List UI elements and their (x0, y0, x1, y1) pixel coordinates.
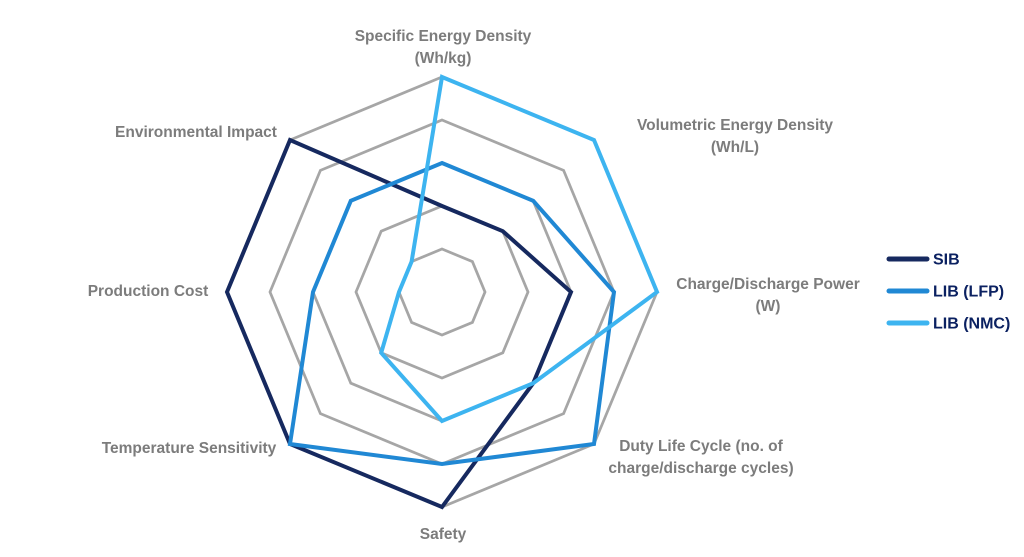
axis-label-1: Volumetric Energy Density (Wh/L) (637, 117, 833, 156)
series-line-lib-lfp (287, 160, 617, 467)
series-line-sib (224, 137, 574, 510)
axis-label-2: Charge/Discharge Power (W) (676, 276, 859, 315)
legend-label: SIB (933, 252, 960, 269)
axis-label-6: Production Cost (88, 283, 209, 300)
legend-label: LIB (NMC) (933, 316, 1010, 333)
axis-label-4: Safety (420, 526, 467, 543)
legend-entry-lib-lfp: LIB (LFP) (886, 284, 1004, 301)
axis-label-5: Temperature Sensitivity (102, 440, 277, 457)
grid-ring-4 (268, 118, 616, 466)
axis-labels: Specific Energy Density (Wh/kg) Volumetric… (88, 28, 860, 543)
legend-label: LIB (LFP) (933, 284, 1004, 301)
legend-entry-sib: SIB (886, 252, 960, 269)
axis-label-0: Specific Energy Density (Wh/kg) (355, 28, 532, 67)
axis-label-7: Environmental Impact (115, 124, 277, 141)
series-line-lib-nmc (378, 74, 660, 424)
legend-entry-lib-nmc: LIB (NMC) (886, 316, 1010, 333)
legend: SIB LIB (LFP) LIB (NMC) (886, 252, 1010, 333)
axis-label-3: Duty Life Cycle (no. of charge/discharge … (608, 438, 793, 477)
grid-ring-2 (354, 204, 530, 380)
